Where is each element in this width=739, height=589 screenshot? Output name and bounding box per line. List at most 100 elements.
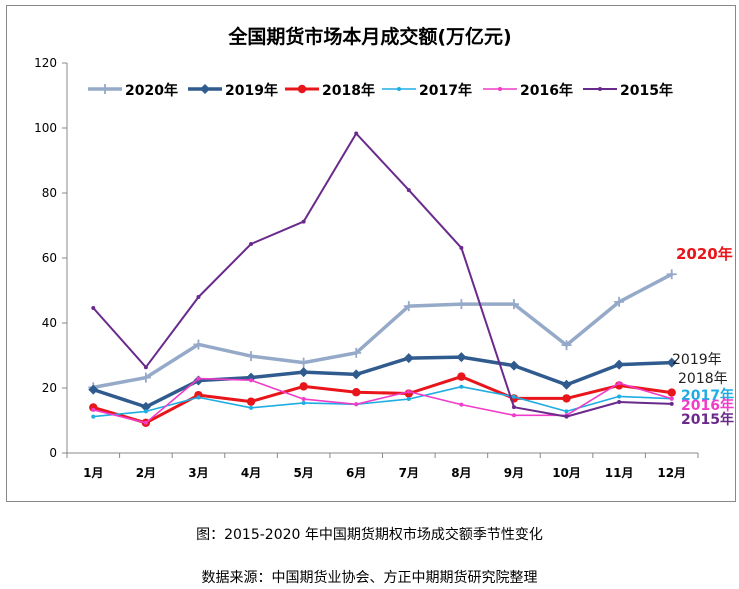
data-point	[598, 87, 602, 91]
figure-caption: 图：2015-2020 年中国期货期权市场成交额季节性变化	[196, 527, 543, 543]
legend-label: 2015年	[620, 82, 673, 99]
data-point	[456, 352, 467, 363]
data-point	[196, 376, 201, 381]
series-line	[91, 355, 674, 409]
data-point	[614, 296, 625, 307]
data-point	[564, 409, 569, 414]
series-2016年	[91, 376, 674, 425]
series-2019年	[88, 352, 677, 412]
data-point	[301, 397, 306, 402]
data-point	[351, 369, 362, 380]
data-point	[299, 382, 308, 391]
y-tick-label: 60	[42, 251, 57, 265]
data-point	[351, 347, 362, 358]
data-point	[614, 359, 625, 370]
data-point	[298, 357, 309, 368]
data-point	[459, 384, 464, 389]
data-point	[669, 396, 674, 401]
data-point	[354, 402, 359, 407]
x-tick-label: 11月	[605, 466, 634, 480]
data-point	[666, 269, 677, 280]
x-tick-label: 3月	[188, 466, 208, 480]
x-tick-label: 5月	[293, 466, 313, 480]
data-point	[298, 367, 309, 378]
series-line	[91, 375, 674, 425]
data-point	[249, 378, 254, 383]
data-point	[561, 340, 572, 351]
data-point	[140, 401, 151, 412]
data-point	[564, 414, 569, 419]
legend-item: 2020年	[88, 82, 178, 99]
series-line	[92, 385, 673, 418]
data-point	[511, 413, 516, 418]
data-point	[617, 399, 622, 404]
data-point	[193, 339, 204, 350]
chart-title: 全国期货市场本月成交额(万亿元)	[227, 25, 511, 48]
data-point	[246, 397, 256, 406]
data-point	[301, 400, 306, 405]
data-point	[352, 388, 361, 397]
x-tick-label: 9月	[504, 466, 524, 480]
data-point	[354, 131, 359, 136]
legend-item: 2017年	[382, 82, 472, 99]
data-point	[406, 188, 411, 193]
x-tick-label: 4月	[241, 466, 261, 480]
y-tick-label: 40	[42, 316, 57, 330]
data-point	[88, 384, 99, 395]
data-point	[508, 360, 519, 371]
data-point	[143, 420, 148, 425]
data-point	[617, 394, 622, 399]
data-point	[457, 372, 466, 381]
data-point	[617, 381, 622, 386]
data-point	[143, 409, 148, 414]
data-point	[91, 414, 96, 419]
legend-label: 2019年	[225, 82, 278, 99]
data-point	[403, 301, 414, 312]
data-point	[249, 242, 254, 247]
series-line	[91, 272, 674, 390]
data-point	[669, 401, 674, 406]
series-2018年	[89, 372, 676, 427]
data-point	[666, 357, 677, 368]
data-point	[143, 365, 148, 370]
series-line	[92, 132, 673, 418]
series-line	[92, 377, 673, 424]
data-point	[301, 219, 306, 224]
data-point	[561, 379, 572, 390]
legend-item: 2019年	[188, 82, 278, 99]
data-point	[508, 299, 519, 310]
data-point	[667, 388, 676, 397]
data-point	[200, 84, 210, 94]
legend-item: 2015年	[583, 82, 673, 99]
y-tick-label: 80	[42, 186, 57, 200]
y-tick-label: 100	[34, 121, 57, 135]
data-point	[406, 397, 411, 402]
legend-label: 2016年	[520, 82, 573, 99]
data-point	[498, 87, 502, 91]
x-tick-label: 6月	[346, 466, 366, 480]
x-tick-label: 10月	[552, 466, 581, 480]
x-tick-label: 7月	[399, 466, 419, 480]
series-end-label: 2017年	[681, 387, 734, 404]
y-tick-label: 20	[42, 381, 57, 395]
series-end-label: 2015年	[681, 411, 734, 428]
data-point	[406, 389, 411, 394]
data-point	[91, 407, 96, 412]
data-point	[196, 395, 201, 400]
series-2015年	[91, 131, 674, 419]
data-point	[100, 84, 110, 94]
x-tick-label: 2月	[136, 466, 156, 480]
y-tick-label: 120	[34, 56, 57, 70]
data-point	[562, 394, 571, 403]
series-end-label: 2020年	[676, 245, 733, 263]
legend-label: 2017年	[419, 82, 472, 99]
data-point	[511, 394, 516, 399]
legend-item: 2018年	[285, 82, 375, 99]
legend-label: 2020年	[125, 82, 178, 99]
chart-frame	[6, 5, 736, 502]
y-tick-label: 0	[49, 446, 57, 460]
data-point	[403, 353, 414, 364]
data-point	[246, 351, 257, 362]
legend-label: 2018年	[322, 82, 375, 99]
series-end-label: 2016年	[681, 397, 734, 414]
